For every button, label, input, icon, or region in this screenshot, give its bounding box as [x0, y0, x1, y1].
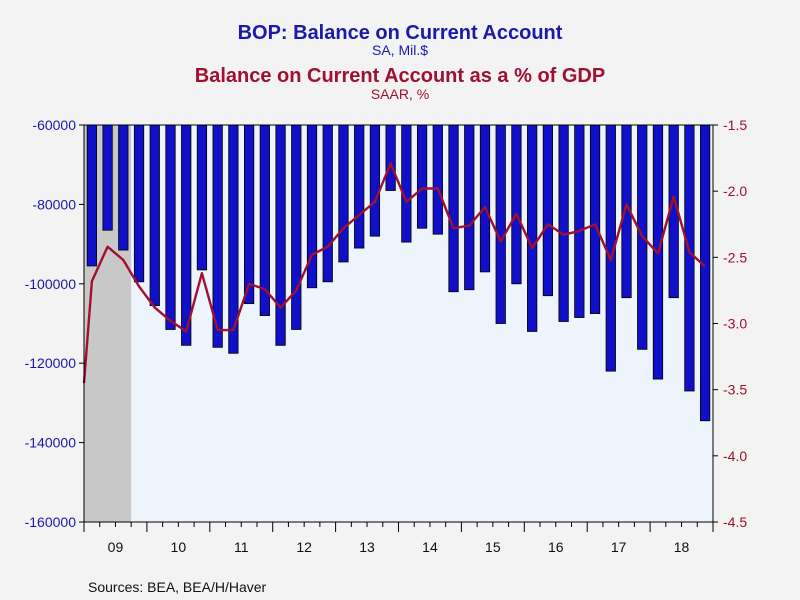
right-tick-label: -4.0 [723, 448, 747, 464]
bar-2015Q2 [479, 124, 491, 273]
chart-title-units: SA, Mil.$ [372, 42, 428, 58]
right-tick-label: -4.5 [723, 514, 747, 530]
left-tick-label: -60000 [32, 117, 76, 133]
bar-2010Q4 [196, 124, 208, 271]
bar-2013Q1 [338, 124, 349, 263]
right-tick-label: -3.0 [723, 316, 747, 332]
bar-2016Q4 [574, 124, 585, 318]
bar-2014Q4 [448, 124, 459, 293]
x-tick-label: 17 [611, 539, 627, 555]
bar-2017Q1 [589, 124, 601, 314]
bar-2012Q4 [322, 124, 333, 283]
left-tick-label: -160000 [25, 514, 77, 530]
bar-2013Q3 [369, 124, 381, 237]
x-tick-label: 15 [485, 539, 501, 555]
right-tick-label: -1.5 [723, 117, 747, 133]
bar-2014Q2 [416, 124, 428, 229]
bar-2016Q3 [558, 124, 569, 322]
bar-2009Q1 [86, 124, 97, 267]
chart-title: BOP: Balance on Current Account [238, 22, 563, 44]
bar-2015Q4 [511, 124, 522, 285]
chart-subtitle-units: SAAR, % [371, 86, 429, 102]
bar-2012Q2 [291, 124, 302, 330]
left-tick-label: -100000 [25, 276, 77, 292]
bar-2013Q2 [354, 124, 365, 249]
bar-2013Q4 [385, 124, 396, 191]
bar-2009Q3 [118, 124, 129, 251]
bar-2010Q2 [165, 124, 176, 330]
bar-2018Q4 [700, 124, 711, 422]
bar-2014Q1 [401, 124, 412, 243]
left-tick-label: -140000 [25, 435, 77, 451]
x-tick-label: 11 [234, 539, 249, 555]
bar-2009Q2 [102, 124, 113, 231]
x-tick-label: 14 [422, 539, 438, 555]
left-tick-label: -120000 [25, 355, 77, 371]
bar-2016Q1 [527, 124, 538, 332]
gdp-share-line [82, 162, 706, 384]
sources-note: Sources: BEA, BEA/H/Haver [88, 579, 267, 595]
bar-2012Q1 [275, 124, 286, 346]
bar-2010Q1 [149, 124, 160, 307]
x-tick-label: 16 [548, 539, 564, 555]
right-tick-label: -3.5 [723, 382, 747, 398]
right-tick-label: -2.0 [723, 183, 747, 199]
x-tick-label: 12 [296, 539, 312, 555]
bar-2011Q3 [243, 124, 255, 305]
bar-2009Q4 [133, 124, 145, 283]
left-tick-label: -80000 [32, 196, 76, 212]
bar-2016Q2 [542, 124, 554, 297]
bar-2015Q1 [464, 124, 475, 291]
x-tick-label: 10 [171, 539, 187, 555]
chart-subtitle: Balance on Current Account as a % of GDP [195, 65, 605, 87]
x-tick-label: 09 [108, 539, 124, 555]
right-tick-label: -2.5 [723, 249, 747, 265]
x-tick-label: 18 [674, 539, 690, 555]
bar-2014Q3 [432, 124, 443, 235]
bar-2018Q3 [684, 124, 695, 392]
x-tick-label: 13 [359, 539, 375, 555]
bar-2010Q3 [181, 124, 192, 346]
bar-2015Q3 [495, 124, 506, 324]
